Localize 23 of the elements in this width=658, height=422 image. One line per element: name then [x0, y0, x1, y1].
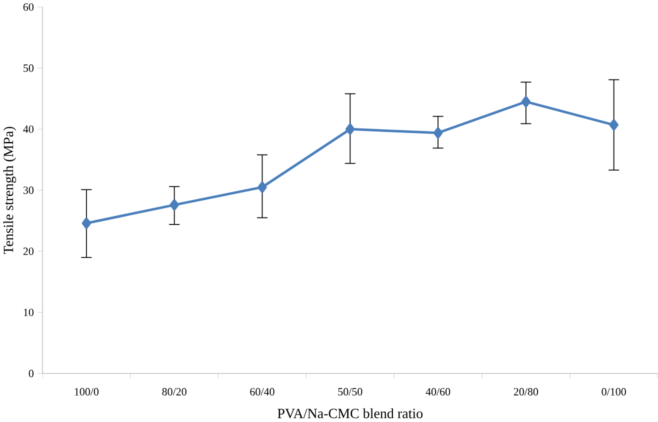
point [521, 96, 531, 108]
y-tick-label: 0 [28, 370, 34, 378]
x-tick-label: 80/20 [162, 388, 186, 396]
y-tick-label: 10 [24, 308, 34, 316]
point [258, 182, 267, 194]
point [609, 119, 618, 131]
point [170, 199, 179, 211]
y-tick-label: 50 [24, 64, 34, 72]
x-axis-title: PVA/Na-CMC blend ratio [278, 408, 423, 418]
point [346, 124, 355, 136]
y-axis-title: Tensile strength (MPa) [3, 127, 16, 254]
x-tick-label: 40/60 [426, 388, 450, 396]
x-tick-label: 100/0 [74, 388, 99, 396]
x-tick-label: 60/40 [250, 388, 274, 396]
point [82, 218, 92, 230]
y-tick-label: 40 [23, 126, 34, 134]
x-tick-label: 20/80 [514, 388, 538, 396]
y-tick-label: 60 [23, 4, 34, 11]
point [433, 127, 443, 139]
y-tick-label: 30 [23, 186, 34, 194]
y-tick-label: 20 [23, 248, 34, 256]
x-tick-label: 0/100 [602, 388, 626, 396]
x-tick-label: 50/50 [338, 388, 362, 396]
